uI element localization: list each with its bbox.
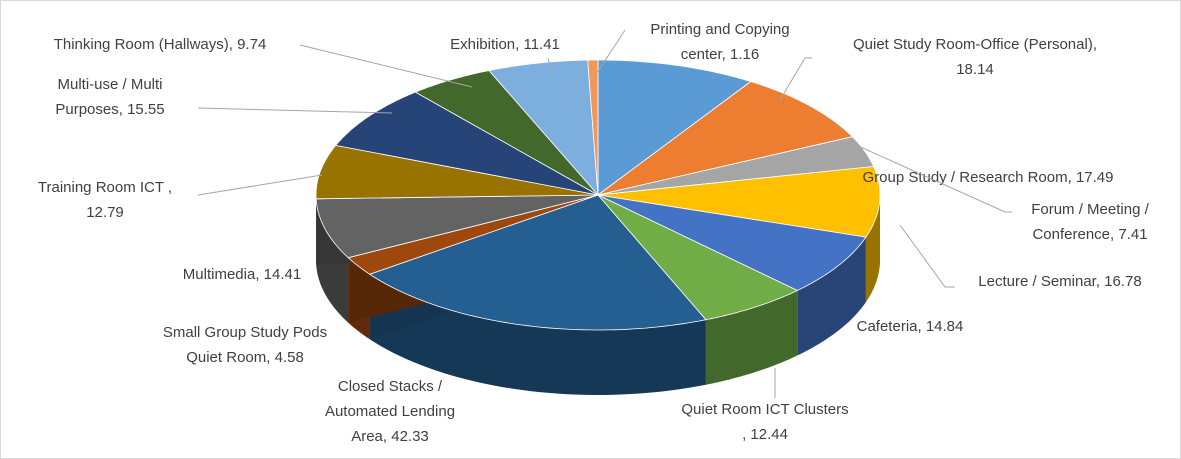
data-label: Cafeteria, 14.84 — [857, 318, 964, 335]
data-label-line: Cafeteria, 14.84 — [857, 318, 964, 335]
data-label: Exhibition, 11.41 — [450, 36, 560, 53]
slice-side — [705, 290, 798, 385]
leader-line — [596, 29, 626, 74]
data-label-line: Multi-use / Multi — [57, 76, 162, 93]
slice-side — [797, 237, 866, 356]
data-label: Training Room ICT , 12.79 — [38, 179, 172, 221]
data-label-line: Area, 42.33 — [351, 428, 429, 445]
data-label: Small Group Study Pods Quiet Room, 4.58 — [163, 324, 327, 366]
data-label-line: Conference, 7.41 — [1032, 226, 1147, 243]
data-label-line: Quiet Room, 4.58 — [186, 349, 304, 366]
slice — [597, 136, 875, 196]
data-label-line: Printing and Copying — [650, 21, 789, 38]
data-label-line: Purposes, 15.55 — [55, 101, 164, 118]
leader-line — [844, 139, 1012, 213]
leader-line — [899, 224, 955, 288]
data-label-line: , 12.44 — [742, 426, 788, 443]
leader-line — [197, 174, 323, 196]
slice — [597, 194, 867, 291]
data-label-line: Lecture / Seminar, 16.78 — [978, 273, 1141, 290]
slice — [347, 194, 599, 275]
data-label-line: Exhibition, 11.41 — [450, 36, 560, 53]
data-label-line: Multimedia, 14.41 — [183, 266, 301, 283]
data-label: Thinking Room (Hallways), 9.74 — [54, 36, 267, 53]
data-label: Forum / Meeting / Conference, 7.41 — [1031, 201, 1149, 243]
slice — [368, 194, 707, 331]
data-label-line: Small Group Study Pods — [163, 324, 327, 341]
slice — [597, 81, 854, 196]
leader-line — [779, 57, 812, 101]
slice — [315, 194, 599, 259]
data-label-line: Group Study / Research Room, 17.49 — [863, 169, 1114, 186]
slice — [597, 59, 752, 196]
data-label: Group Study / Research Room, 17.49 — [863, 169, 1114, 186]
data-label-line: Training Room ICT , — [38, 179, 172, 196]
data-label: Multi-use / Multi Purposes, 15.55 — [55, 76, 164, 118]
slice-side — [369, 274, 706, 395]
slice — [597, 166, 881, 238]
slice — [315, 144, 599, 200]
leader-line — [547, 57, 553, 75]
data-label-line: Thinking Room (Hallways), 9.74 — [54, 36, 267, 53]
data-label-line: Automated Lending — [325, 403, 455, 420]
data-label: Closed Stacks / Automated Lending Area, 42… — [325, 378, 455, 445]
slice — [587, 59, 599, 196]
slice — [414, 70, 599, 196]
data-label-line: Quiet Study Room-Office (Personal), — [853, 36, 1097, 53]
leader-line — [197, 107, 393, 114]
data-label: Lecture / Seminar, 16.78 — [978, 273, 1141, 290]
data-label-line: 12.79 — [86, 204, 124, 221]
data-label: Quiet Study Room-Office (Personal), 18.14 — [853, 36, 1097, 78]
leader-line — [299, 44, 473, 88]
slice — [488, 59, 599, 197]
data-label-line: center, 1.16 — [681, 46, 759, 63]
data-label: Quiet Room ICT Clusters , 12.44 — [681, 401, 848, 443]
slice-side — [865, 195, 880, 303]
data-label-line: Quiet Room ICT Clusters — [681, 401, 848, 418]
slice — [334, 91, 599, 196]
data-label-line: Closed Stacks / — [338, 378, 443, 395]
slice — [597, 194, 799, 321]
data-label-line: Forum / Meeting / — [1031, 201, 1149, 218]
data-label: Multimedia, 14.41 — [183, 266, 301, 283]
data-label-line: 18.14 — [956, 61, 994, 78]
data-label: Printing and Copying center, 1.16 — [650, 21, 789, 63]
